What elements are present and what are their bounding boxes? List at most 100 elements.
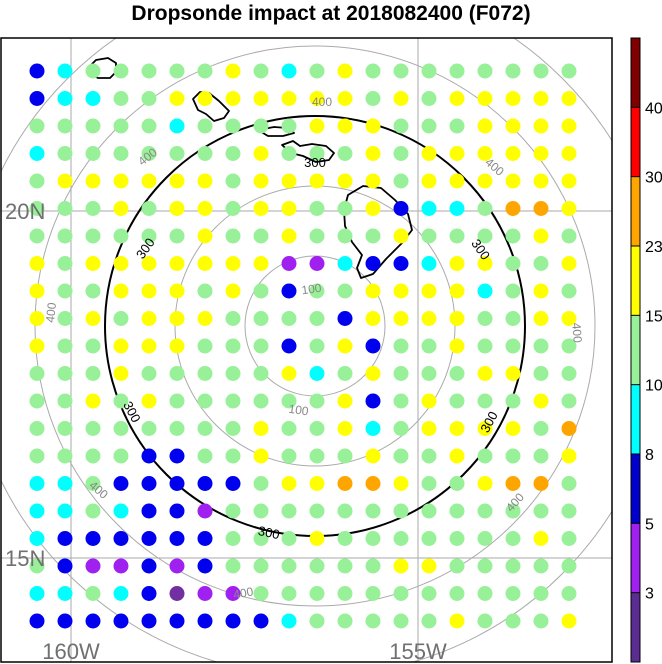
- colorbar-tick-label: 10: [645, 378, 662, 395]
- impact-dot: [29, 476, 45, 491]
- impact-dot: [253, 173, 269, 189]
- impact-dot: [253, 448, 269, 464]
- impact-dot: [449, 311, 465, 326]
- impact-dot: [225, 283, 241, 299]
- impact-dot: [421, 613, 437, 629]
- impact-dot: [85, 173, 101, 189]
- impact-dot: [365, 173, 381, 189]
- impact-dot: [85, 558, 101, 574]
- impact-dot: [169, 91, 185, 106]
- impact-dot: [561, 63, 577, 79]
- impact-dot: [29, 283, 45, 299]
- impact-dot: [309, 366, 325, 381]
- impact-dot: [29, 558, 45, 574]
- impact-dot: [281, 118, 297, 134]
- impact-dot: [477, 146, 493, 161]
- impact-dot: [29, 118, 45, 134]
- impact-dot: [477, 256, 493, 271]
- impact-dot: [85, 256, 101, 271]
- impact-dot: [253, 201, 269, 216]
- impact-dot: [29, 63, 45, 79]
- impact-dot: [29, 256, 45, 271]
- impact-dot: [477, 558, 493, 574]
- impact-dot: [477, 91, 493, 106]
- impact-dot: [141, 531, 157, 546]
- impact-dot: [169, 366, 185, 381]
- colorbar-tick-label: 30: [645, 170, 662, 187]
- impact-dot: [169, 228, 185, 244]
- impact-dot: [561, 283, 577, 299]
- impact-dot: [197, 63, 213, 79]
- impact-dot: [365, 63, 381, 79]
- impact-dot: [337, 531, 353, 546]
- impact-dot: [505, 421, 521, 436]
- impact-dot: [141, 91, 157, 106]
- impact-dot: [225, 173, 241, 189]
- impact-dot: [85, 366, 101, 381]
- impact-dot: [393, 91, 409, 106]
- impact-dot: [337, 118, 353, 134]
- impact-dot: [281, 558, 297, 574]
- impact-dot: [253, 366, 269, 381]
- ring-label-300-bottom: 300: [257, 523, 281, 542]
- impact-dot: [225, 558, 241, 574]
- impact-dot: [169, 146, 185, 161]
- impact-dot: [113, 228, 129, 244]
- impact-dot: [533, 173, 549, 189]
- impact-dot: [57, 91, 73, 106]
- impact-dot: [337, 146, 353, 161]
- impact-dot: [393, 366, 409, 381]
- impact-dot: [309, 283, 325, 299]
- impact-dot: [225, 393, 241, 409]
- impact-dot: [365, 201, 381, 216]
- impact-dot: [197, 173, 213, 189]
- impact-dot: [197, 201, 213, 216]
- impact-dot: [421, 118, 437, 134]
- impact-dot: [337, 63, 353, 79]
- impact-dot: [505, 476, 521, 491]
- impact-dot: [477, 173, 493, 189]
- impact-dot: [421, 586, 437, 601]
- impact-dot: [141, 503, 157, 519]
- impact-dot: [449, 91, 465, 106]
- impact-dot: [421, 448, 437, 464]
- impact-dot: [29, 531, 45, 546]
- impact-dot: [281, 146, 297, 161]
- impact-dot: [29, 228, 45, 244]
- impact-dot: [421, 366, 437, 381]
- ring-label-300-island: 300: [304, 155, 326, 170]
- impact-dot: [113, 201, 129, 216]
- impact-dot: [197, 311, 213, 326]
- impact-dot: [169, 201, 185, 216]
- impact-dot: [477, 531, 493, 546]
- impact-dot: [197, 118, 213, 134]
- impact-dot: [29, 613, 45, 629]
- impact-dot: [225, 146, 241, 161]
- impact-dot: [365, 338, 381, 354]
- colorbar-segment: [631, 176, 640, 246]
- impact-dot: [57, 421, 73, 436]
- impact-dot: [225, 228, 241, 244]
- impact-dot: [225, 338, 241, 354]
- impact-dot: [169, 476, 185, 491]
- impact-dot: [309, 613, 325, 629]
- impact-dot: [85, 118, 101, 134]
- colorbar-tick-label: 3: [645, 586, 654, 603]
- impact-dot: [449, 366, 465, 381]
- impact-dot: [169, 503, 185, 519]
- impact-dot: [365, 228, 381, 244]
- impact-dot: [113, 256, 129, 271]
- colorbar-segment: [631, 38, 640, 108]
- impact-dot: [281, 393, 297, 409]
- impact-dot: [421, 393, 437, 409]
- impact-dot: [477, 366, 493, 381]
- impact-dot: [393, 613, 409, 629]
- impact-dot: [281, 311, 297, 326]
- impact-dot: [253, 91, 269, 106]
- impact-dot: [421, 558, 437, 574]
- impact-dot: [197, 586, 213, 601]
- impact-dot: [85, 63, 101, 79]
- impact-dot: [561, 146, 577, 161]
- impact-dot: [365, 613, 381, 629]
- impact-dot: [561, 558, 577, 574]
